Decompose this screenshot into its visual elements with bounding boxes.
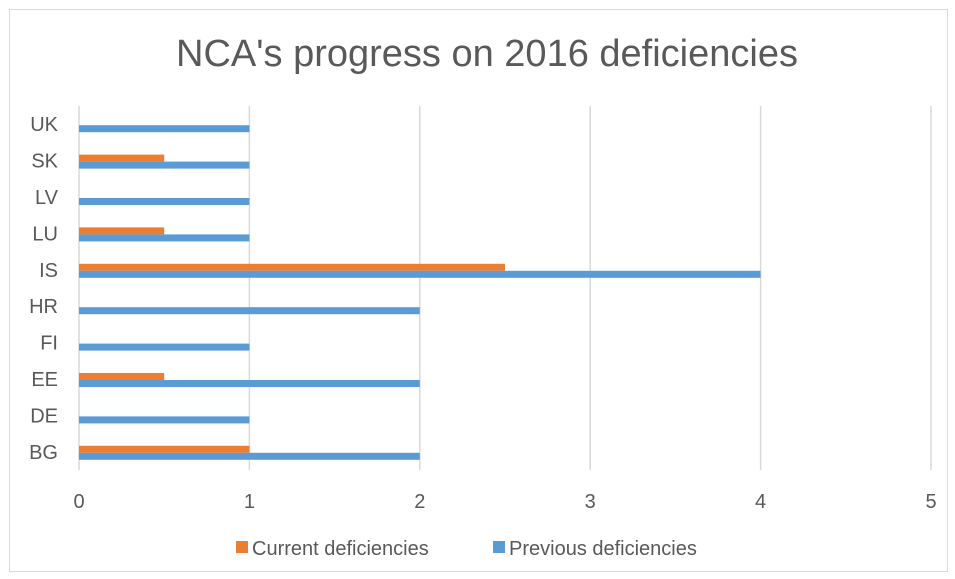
category-label-bg: BG [29, 442, 58, 464]
category-label-uk: UK [30, 114, 58, 136]
bars [79, 125, 761, 460]
value-axis-labels: 0 1 2 3 4 5 [73, 491, 936, 513]
x-tick-label: 2 [414, 491, 425, 513]
category-label-sk: SK [31, 151, 58, 173]
previous-bar-is [79, 270, 761, 278]
x-tick-label: 1 [244, 491, 255, 513]
category-label-hr: HR [29, 296, 58, 318]
chart-frame [9, 9, 948, 572]
previous-bar-de [79, 416, 250, 424]
category-label-lu: LU [32, 223, 58, 245]
legend-label-previous: Previous deficiencies [509, 538, 697, 560]
category-label-lv: LV [35, 187, 59, 209]
previous-bar-sk [79, 161, 250, 169]
category-label-fi: FI [40, 333, 58, 355]
legend-swatch-previous [493, 541, 505, 553]
x-tick-label: 4 [755, 491, 766, 513]
previous-bar-lu [79, 234, 250, 242]
previous-bar-uk [79, 125, 250, 133]
category-label-is: IS [39, 260, 58, 282]
previous-bar-bg [79, 452, 420, 460]
chart-title: NCA's progress on 2016 deficiencies [176, 33, 798, 75]
gridlines [78, 106, 932, 470]
legend: Current deficiencies Previous deficiencie… [236, 538, 697, 560]
legend-label-current: Current deficiencies [252, 538, 429, 560]
current-bar-ee [79, 373, 165, 380]
current-bar-sk [79, 154, 165, 162]
category-label-ee: EE [31, 369, 58, 391]
current-bar-is [79, 263, 505, 271]
previous-bar-ee [79, 380, 420, 387]
category-label-de: DE [30, 405, 58, 427]
current-bar-lu [79, 227, 165, 235]
previous-bar-hr [79, 307, 420, 315]
x-tick-label: 0 [73, 491, 84, 513]
x-tick-label: 5 [925, 491, 936, 513]
x-tick-label: 3 [585, 491, 596, 513]
category-axis-labels: BG DE EE FI HR IS LU LV SK UK [29, 114, 59, 464]
legend-swatch-current [236, 541, 248, 553]
previous-bar-fi [79, 343, 250, 351]
current-bar-bg [79, 445, 250, 453]
previous-bar-lv [79, 198, 250, 205]
